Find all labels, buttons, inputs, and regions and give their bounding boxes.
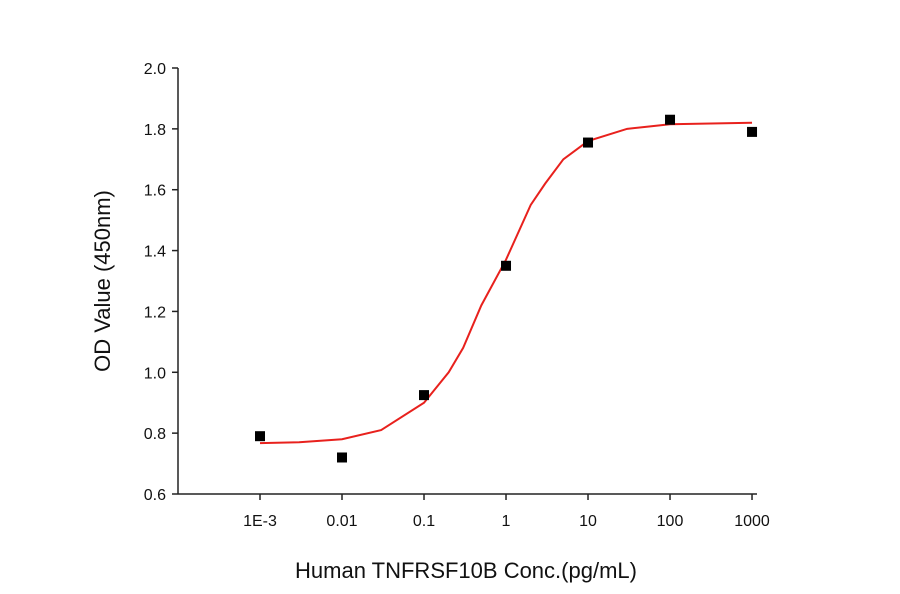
y-tick-label: 1.0	[144, 365, 166, 382]
x-tick-label: 1	[502, 513, 511, 530]
y-tick-label: 2.0	[144, 61, 166, 78]
x-tick-label: 0.1	[413, 513, 435, 530]
x-tick-label: 10	[579, 513, 597, 530]
y-tick-label: 0.8	[144, 426, 166, 443]
data-point	[665, 114, 676, 125]
y-tick-label: 1.6	[144, 183, 166, 200]
x-tick-label: 100	[657, 513, 684, 530]
data-point	[255, 431, 266, 442]
y-tick-label: 1.8	[144, 122, 166, 139]
x-tick-label: 1E-3	[243, 513, 277, 530]
fit-curve	[259, 121, 753, 445]
y-axis-title: OD Value (450nm)	[90, 190, 115, 372]
x-tick-label: 1000	[734, 513, 770, 530]
data-point	[747, 126, 758, 137]
data-point	[501, 260, 512, 271]
data-point	[337, 452, 348, 463]
x-tick-label: 0.01	[326, 513, 357, 530]
x-axis-title: Human TNFRSF10B Conc.(pg/mL)	[295, 558, 637, 583]
data-point	[583, 137, 594, 148]
data-point	[419, 390, 430, 401]
y-tick-label: 0.6	[144, 487, 166, 504]
y-tick-label: 1.4	[144, 244, 166, 261]
y-tick-label: 1.2	[144, 304, 166, 321]
